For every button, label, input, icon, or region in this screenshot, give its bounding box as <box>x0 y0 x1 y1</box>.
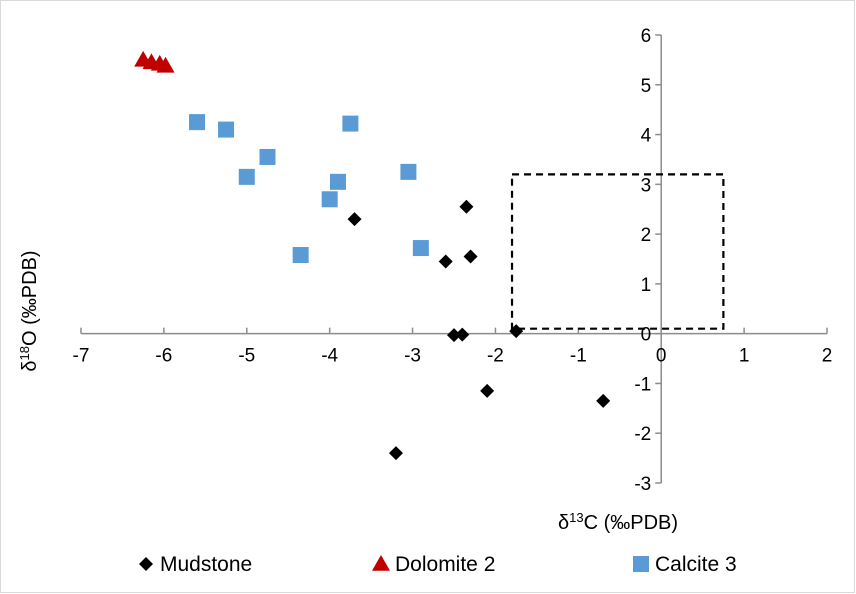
mudstone-point <box>596 393 611 408</box>
y-tick-label: -1 <box>634 374 651 395</box>
calcite-3-point <box>329 173 346 190</box>
calcite-3-point <box>238 168 255 185</box>
mudstone-point <box>388 446 403 461</box>
legend-marker-mudstone <box>139 557 153 571</box>
calcite-3-point <box>259 148 276 165</box>
calcite-3-point <box>400 163 417 180</box>
legend-label-calcite-3: Calcite 3 <box>655 553 737 576</box>
mudstone-point <box>459 199 474 214</box>
x-tick-label: -7 <box>73 346 90 367</box>
mudstone-point <box>438 254 453 269</box>
legend-label-dolomite-2: Dolomite 2 <box>395 553 495 576</box>
legend-label-mudstone: Mudstone <box>160 553 252 576</box>
annotation-layer <box>510 173 725 330</box>
x-tick-label: 2 <box>822 346 833 367</box>
mudstone-point <box>347 212 362 227</box>
mudstone-point <box>447 328 461 343</box>
y-tick-label: -2 <box>634 424 651 445</box>
y-tick-label: -3 <box>634 474 651 495</box>
calcite-3-point <box>292 247 309 264</box>
mudstone-point <box>509 324 524 339</box>
legend-marker-dolomite-2 <box>372 555 390 571</box>
mudstone-point <box>463 249 478 264</box>
y-tick-label: 6 <box>641 26 652 47</box>
legend: Mudstone Dolomite 2 Calcite 3 <box>139 553 737 576</box>
x-tick-label: -6 <box>155 346 172 367</box>
mudstone-point <box>455 327 470 342</box>
y-tick-label: 2 <box>641 225 652 246</box>
x-tick-label: -5 <box>238 346 255 367</box>
legend-marker-calcite-3 <box>633 556 649 572</box>
dolomite-2-point <box>156 56 175 73</box>
y-tick-label: 1 <box>641 275 652 296</box>
x-tick-label: -1 <box>570 346 587 367</box>
x-tick-label: 0 <box>656 346 667 367</box>
y-axis-title: δ18O (‰PDB) <box>17 250 42 371</box>
mudstone-point <box>480 383 495 398</box>
calcite-3-point <box>189 114 206 131</box>
x-tick-label: -4 <box>321 346 338 367</box>
y-tick-label: 0 <box>641 325 652 346</box>
data-points <box>134 50 611 461</box>
y-tick-label: 5 <box>641 76 652 97</box>
x-tick-label: -3 <box>404 346 421 367</box>
y-tick-label: 4 <box>641 126 652 147</box>
calcite-3-point <box>342 115 359 132</box>
x-tick-label: -2 <box>487 346 504 367</box>
calcite-3-point <box>218 121 235 138</box>
x-axis-title: δ13C (‰PDB) <box>558 510 678 535</box>
calcite-3-point <box>412 240 429 257</box>
x-tick-label: 1 <box>739 346 750 367</box>
calcite-3-point <box>321 191 338 208</box>
y-tick-label: 3 <box>641 175 652 196</box>
dashed-region-box <box>510 173 725 330</box>
